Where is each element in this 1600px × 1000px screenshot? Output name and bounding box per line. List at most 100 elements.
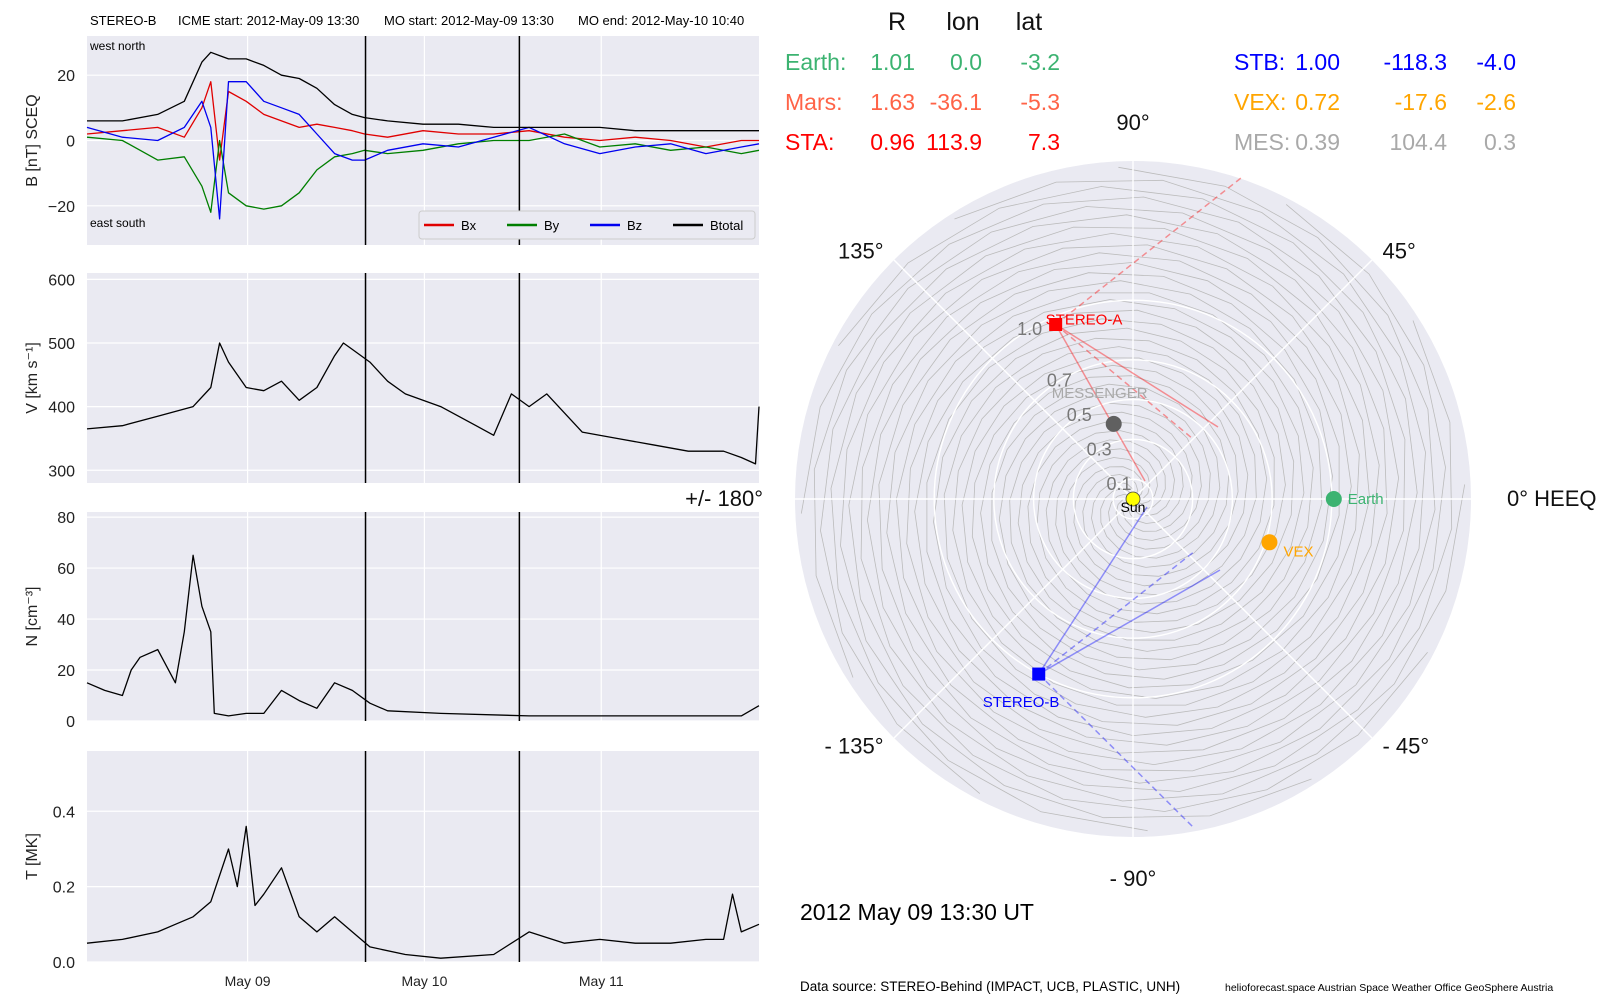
panel-v: 600 500 400 300 V [km s⁻¹] [24, 272, 760, 483]
series-line-btotal [87, 51, 759, 132]
table-cell-lat: -5.3 [1020, 89, 1060, 115]
series-line-bz [86, 81, 760, 220]
parker-spiral [840, 232, 1371, 819]
body-label-messenger: MESSENGER [1052, 385, 1148, 402]
fieldline-projection [1038, 569, 1221, 675]
parker-spiral [866, 261, 1453, 792]
panel-n: 80 60 40 20 0 N [cm⁻³] [24, 510, 760, 731]
angle-label: 90° [1116, 110, 1149, 135]
table-cell-lon: -36.1 [930, 89, 982, 115]
angular-gridline [1132, 498, 1373, 739]
corner-label-top: west north [89, 39, 145, 53]
parker-spiral [800, 196, 1406, 746]
orbit-polar-plot: 0.1 0.3 0.5 0.7 1.0 0° HEEQ 45° 90° 135° +/- 180°… [685, 110, 1596, 891]
marker-sun [1125, 491, 1141, 507]
series-line-bx [86, 81, 759, 161]
parker-spiral [878, 204, 1446, 784]
corner-label-bottom: east south [90, 216, 145, 230]
legend-label: Bx [461, 218, 477, 233]
parker-spiral [895, 179, 1426, 766]
y-tick-label: 0.0 [53, 955, 75, 972]
table-row-name: Earth: [785, 49, 846, 75]
header-mo-end: MO end: 2012-May-10 10:40 [578, 13, 744, 28]
legend-box [418, 210, 756, 240]
y-tick-label: −20 [48, 199, 75, 216]
body-label-vex: VEX [1283, 543, 1313, 560]
parker-spiral [838, 186, 1418, 754]
table-row-name: STA: [785, 129, 834, 155]
panel-t: 0.4 0.2 0.0 T [MK] May 09 May 10 May 11 [24, 751, 760, 989]
y-tick-label: 60 [57, 561, 75, 578]
angular-gridline [893, 498, 1134, 739]
table-cell-lat: -2.6 [1476, 89, 1516, 115]
y-tick-label: 0 [66, 134, 75, 151]
legend: Bx By Bz Btotal [418, 210, 756, 240]
y-axis-label: B [nT] SCEQ [24, 94, 41, 186]
legend-label: Bz [627, 218, 642, 233]
parker-spiral [813, 206, 1400, 737]
footer-data-source: Data source: STEREO-Behind (IMPACT, UCB,… [800, 979, 1180, 994]
radial-tick-label: 0.1 [1107, 474, 1132, 494]
series-line-n [86, 554, 760, 717]
y-tick-label: 300 [48, 463, 75, 480]
header-icme-start: ICME start: 2012-May-09 13:30 [178, 13, 359, 28]
radial-tick-label: 0.7 [1047, 370, 1072, 390]
body-label-stereoa: STEREO-A [1046, 311, 1123, 328]
angle-label: 45° [1382, 239, 1415, 264]
series-line-v [86, 342, 760, 465]
angle-label: +/- 180° [685, 486, 763, 511]
y-axis-label: N [cm⁻³] [24, 587, 41, 647]
footer-credits: helioforecast.space Austrian Space Weath… [1225, 982, 1553, 994]
fieldline-projection [1055, 324, 1146, 482]
marker-vex [1261, 534, 1278, 551]
y-tick-label: 0.2 [53, 880, 75, 897]
radial-tick-label: 0.3 [1087, 439, 1112, 459]
table-cell-r: 0.96 [870, 129, 915, 155]
timeseries-panels: 20 0 −20 B [nT] SCEQ west north east south Bx B… [24, 36, 760, 989]
x-tick-label: May 09 [225, 973, 271, 989]
y-tick-label: 20 [57, 663, 75, 680]
angle-label: 135° [838, 239, 884, 264]
parker-spiral [820, 214, 1388, 794]
table-cell-lat: 0.3 [1484, 129, 1516, 155]
y-tick-label: 0 [66, 714, 75, 731]
parker-spiral [860, 252, 1466, 802]
y-tick-label: 500 [48, 336, 75, 353]
table-row-name: MES: [1234, 129, 1290, 155]
y-tick-label: 600 [48, 272, 75, 289]
radial-tick-label: 1.0 [1017, 319, 1042, 339]
body-label-sun: Sun [1121, 499, 1146, 515]
panel-background [87, 751, 759, 962]
x-tick-label: May 11 [579, 973, 624, 989]
table-row-name: VEX: [1234, 89, 1286, 115]
marker-messenger [1105, 415, 1122, 432]
angle-label: - 135° [825, 733, 884, 758]
parker-spiral [848, 244, 1428, 812]
table-cell-lon: 104.4 [1389, 129, 1447, 155]
panel-background [87, 512, 759, 721]
angle-label: - 45° [1382, 733, 1429, 758]
angle-label: 0° HEEQ [1507, 486, 1597, 511]
table-cell-r: 1.01 [870, 49, 915, 75]
table-cell-lon: -17.6 [1395, 89, 1447, 115]
angle-label: - 90° [1110, 866, 1157, 891]
fieldline-projection [1038, 506, 1148, 675]
table-cell-r: 0.72 [1295, 89, 1340, 115]
legend-label: Btotal [710, 218, 743, 233]
table-cell-lon: 113.9 [926, 129, 982, 155]
fieldline-projection [1038, 550, 1196, 675]
header-mo-start: MO start: 2012-May-09 13:30 [384, 13, 554, 28]
panel-background [87, 273, 759, 483]
table-cell-lon: -118.3 [1383, 49, 1447, 75]
table-cell-lat: -3.2 [1020, 49, 1060, 75]
table-cell-r: 1.63 [870, 89, 915, 115]
y-tick-label: 400 [48, 400, 75, 417]
fieldline-projection [1055, 323, 1219, 428]
table-cell-r: 0.39 [1295, 129, 1340, 155]
table-cell-lat: -4.0 [1476, 49, 1516, 75]
footer-date: 2012 May 09 13:30 UT [800, 899, 1034, 925]
y-tick-label: 0.4 [53, 804, 75, 821]
